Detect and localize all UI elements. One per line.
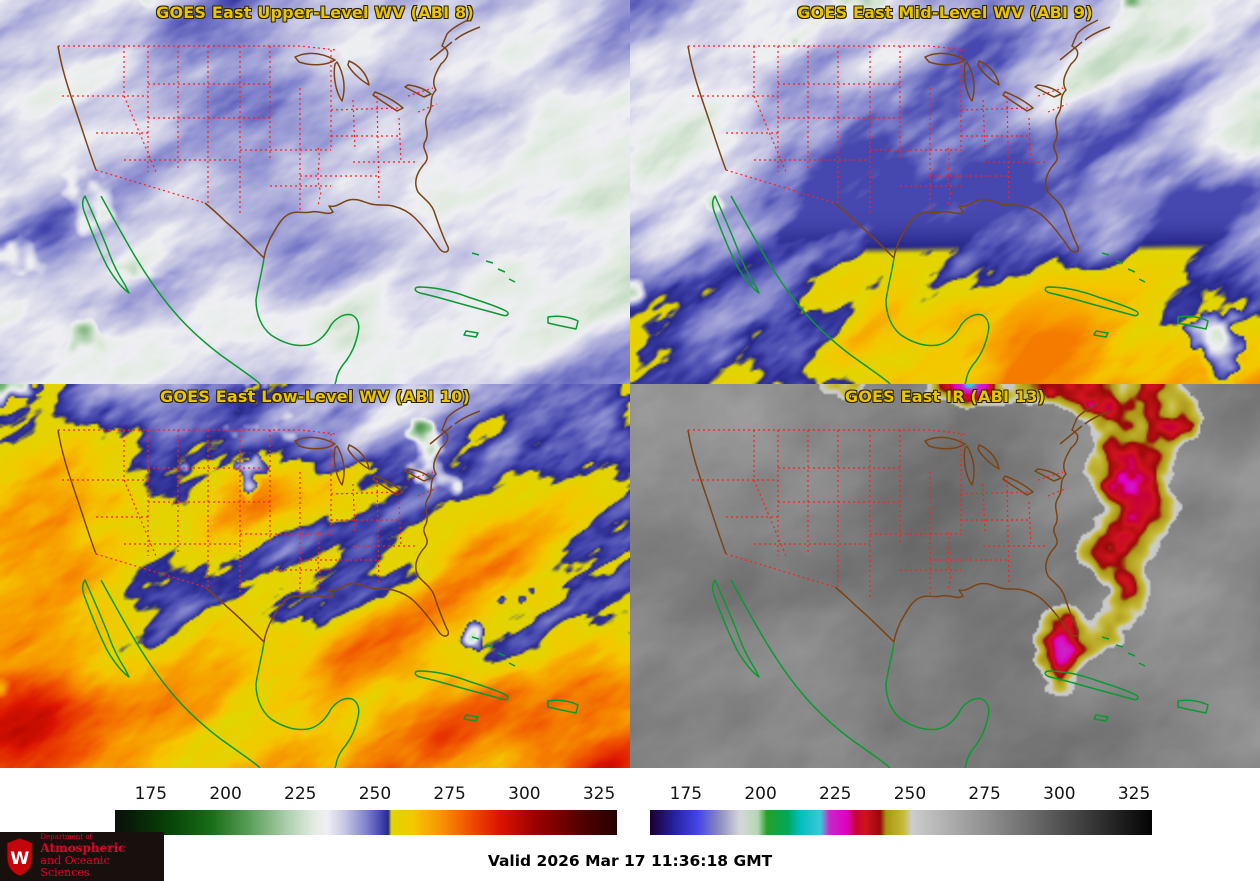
colorbar-tick-label: 175 bbox=[669, 784, 703, 804]
logo-text: Department of Atmospheric and Oceanic Sc… bbox=[40, 834, 160, 878]
uw-aos-logo: W Department of Atmospheric and Oceanic … bbox=[0, 832, 164, 881]
panel-title-ir: GOES East IR (ABI 13) bbox=[844, 387, 1046, 406]
colorbar-tick-label: 300 bbox=[1043, 784, 1076, 804]
map-overlay-ir bbox=[687, 403, 1209, 768]
satellite-image-ir bbox=[630, 384, 1260, 768]
satellite-panel-ir: GOES East IR (ABI 13) bbox=[630, 384, 1260, 768]
crest-letter: W bbox=[10, 849, 29, 869]
logo-oceanic-label: and Oceanic Sciences bbox=[40, 853, 110, 879]
satellite-image-upper-wv bbox=[0, 0, 630, 384]
colorbar-tick-label: 225 bbox=[819, 784, 852, 804]
colorbar-tick-label: 275 bbox=[433, 784, 466, 804]
colorbar-ir-ticks: 175 200 225 250 275 300 325 bbox=[650, 782, 1152, 808]
colorbar-tick-label: 300 bbox=[508, 784, 541, 804]
colorbar-tick-label: 200 bbox=[209, 784, 242, 804]
logo-atmospheric-label: Atmospheric bbox=[40, 840, 126, 855]
colorbar-tick-label: 175 bbox=[134, 784, 168, 804]
colorbar-wv-gradient bbox=[115, 810, 617, 835]
panel-title-mid-wv: GOES East Mid-Level WV (ABI 9) bbox=[797, 3, 1093, 22]
map-overlay-mid-wv bbox=[687, 19, 1209, 384]
satellite-panel-mid-wv: GOES East Mid-Level WV (ABI 9) bbox=[630, 0, 1260, 384]
satellite-panel-upper-wv: GOES East Upper-Level WV (ABI 8) bbox=[0, 0, 630, 384]
colorbar-tick-label: 325 bbox=[1117, 784, 1151, 804]
colorbar-ir-gradient bbox=[650, 810, 1152, 835]
colorbar-tick-label: 225 bbox=[284, 784, 317, 804]
colorbar-tick-label: 325 bbox=[582, 784, 616, 804]
footer: 175 200 225 250 275 300 325 175 200 225 250 275 300… bbox=[0, 768, 1260, 881]
colorbar-ir: 175 200 225 250 275 300 325 bbox=[650, 782, 1152, 854]
satellite-panel-low-wv: GOES East Low-Level WV (ABI 10) bbox=[0, 384, 630, 768]
colorbar-tick-label: 250 bbox=[358, 784, 392, 804]
colorbar-wv: 175 200 225 250 275 300 325 bbox=[115, 782, 617, 854]
uw-crest-icon: W bbox=[6, 837, 33, 876]
colorbar-tick-label: 200 bbox=[744, 784, 777, 804]
colorbar-wv-ticks: 175 200 225 250 275 300 325 bbox=[115, 782, 617, 808]
panel-grid: GOES East Upper-Level WV (ABI 8) GOES Ea… bbox=[0, 0, 1260, 768]
logo-dept-label: Department of bbox=[40, 833, 93, 842]
colorbar-tick-label: 250 bbox=[893, 784, 927, 804]
satellite-image-low-wv bbox=[0, 384, 630, 768]
colorbar-tick-label: 275 bbox=[968, 784, 1001, 804]
panel-title-low-wv: GOES East Low-Level WV (ABI 10) bbox=[159, 387, 470, 406]
map-overlay-upper-wv bbox=[57, 19, 579, 384]
map-overlay-low-wv bbox=[57, 403, 579, 768]
panel-title-upper-wv: GOES East Upper-Level WV (ABI 8) bbox=[156, 3, 474, 22]
valid-timestamp: Valid 2026 Mar 17 11:36:18 GMT bbox=[487, 852, 773, 870]
satellite-image-mid-wv bbox=[630, 0, 1260, 384]
